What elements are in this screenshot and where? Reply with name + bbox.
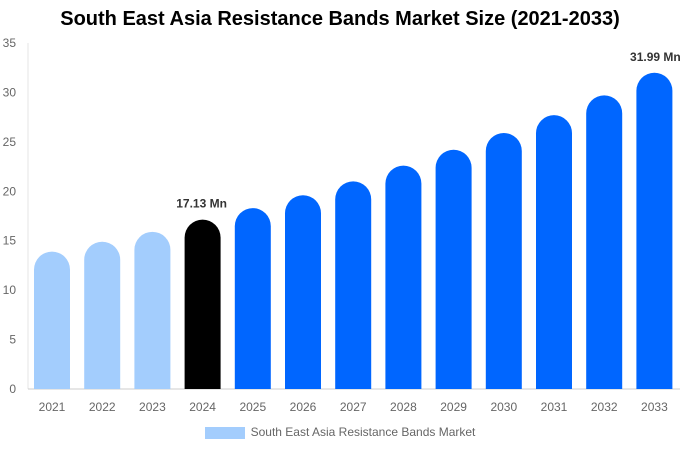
- x-tick-label: 2023: [139, 400, 166, 414]
- x-tick-label: 2032: [591, 400, 618, 414]
- x-tick-label: 2031: [541, 400, 568, 414]
- x-tick-label: 2028: [390, 400, 417, 414]
- chart-title: South East Asia Resistance Bands Market …: [60, 8, 620, 30]
- x-tick-label: 2025: [239, 400, 266, 414]
- data-label: 17.13 Mn: [176, 197, 227, 211]
- legend-label: South East Asia Resistance Bands Market: [250, 425, 476, 439]
- bar-2021: [34, 251, 70, 389]
- y-tick-label: 5: [9, 333, 16, 347]
- bar-2028: [385, 165, 422, 389]
- bar-2024: [184, 219, 221, 389]
- y-tick-label: 15: [3, 234, 17, 248]
- bar-2027: [335, 181, 372, 389]
- bar-2031: [536, 115, 572, 389]
- bar-2025: [234, 208, 271, 389]
- x-tick-label: 2024: [189, 400, 216, 414]
- y-tick-label: 25: [3, 135, 17, 149]
- x-tick-label: 2026: [290, 400, 317, 414]
- x-tick-label: 2022: [89, 400, 116, 414]
- legend: South East Asia Resistance Bands Market: [0, 425, 680, 439]
- data-label: 31.99 Mn: [630, 50, 680, 64]
- bar-2033: [636, 72, 673, 390]
- x-tick-label: 2033: [641, 400, 668, 414]
- bar-2022: [84, 241, 121, 389]
- x-tick-label: 2029: [440, 400, 467, 414]
- y-tick-label: 35: [3, 36, 17, 50]
- bar-2029: [435, 149, 472, 389]
- y-tick-label: 30: [3, 85, 17, 99]
- x-tick-label: 2021: [39, 400, 66, 414]
- bar-2026: [285, 195, 321, 389]
- y-tick-label: 0: [9, 382, 16, 396]
- legend-swatch: [204, 426, 245, 439]
- x-tick-label: 2027: [340, 400, 367, 414]
- bar-2023: [134, 231, 171, 389]
- y-tick-label: 10: [3, 283, 17, 297]
- bar-2030: [485, 132, 522, 389]
- y-tick-label: 20: [3, 184, 17, 198]
- bar-2032: [586, 95, 623, 389]
- x-tick-label: 2030: [490, 400, 517, 414]
